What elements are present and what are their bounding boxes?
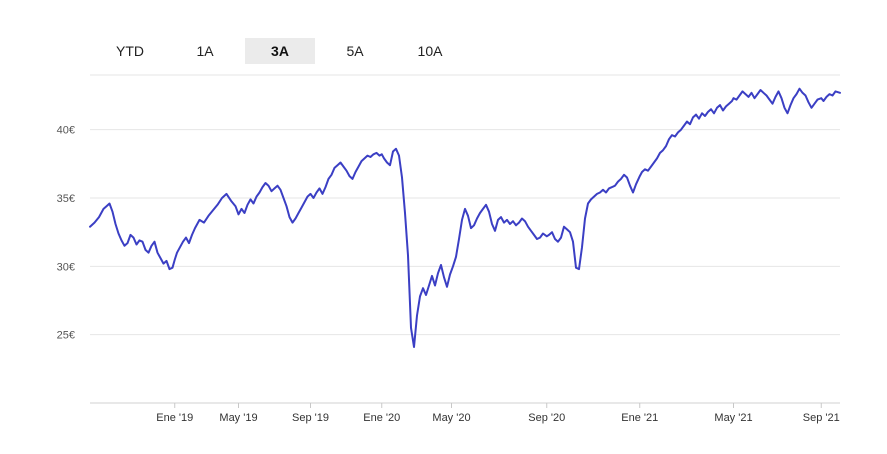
x-tick-label: Sep '19: [292, 412, 329, 424]
y-tick-label: 30€: [57, 261, 75, 273]
tab-10a[interactable]: 10A: [417, 43, 443, 59]
plot-area: [89, 87, 841, 348]
tab-ytd[interactable]: YTD: [116, 43, 144, 59]
tab-1a[interactable]: 1A: [196, 43, 214, 59]
y-tick-label: 25€: [57, 330, 75, 342]
y-axis: 25€ 30€ 35€ 40€: [57, 125, 75, 342]
y-tick-label: 40€: [57, 125, 75, 137]
x-tick-label: Ene '21: [621, 412, 658, 424]
x-axis: Ene '19 May '19 Sep '19 Ene '20 May '20 Sep '…: [90, 402, 840, 424]
x-tick-label: May '19: [219, 412, 257, 424]
x-tick-label: May '20: [432, 412, 470, 424]
grid-lines: [90, 74, 840, 336]
y-tick-label: 35€: [57, 193, 75, 205]
tab-5a[interactable]: 5A: [346, 43, 364, 59]
x-tick-label: Ene '19: [156, 412, 193, 424]
x-tick-label: Ene '20: [363, 412, 400, 424]
x-tick-label: Sep '20: [528, 412, 565, 424]
series-line: [89, 87, 841, 348]
tab-3a[interactable]: 3A: [245, 38, 315, 64]
x-tick-label: Sep '21: [803, 412, 840, 424]
x-tick-label: May '21: [714, 412, 752, 424]
